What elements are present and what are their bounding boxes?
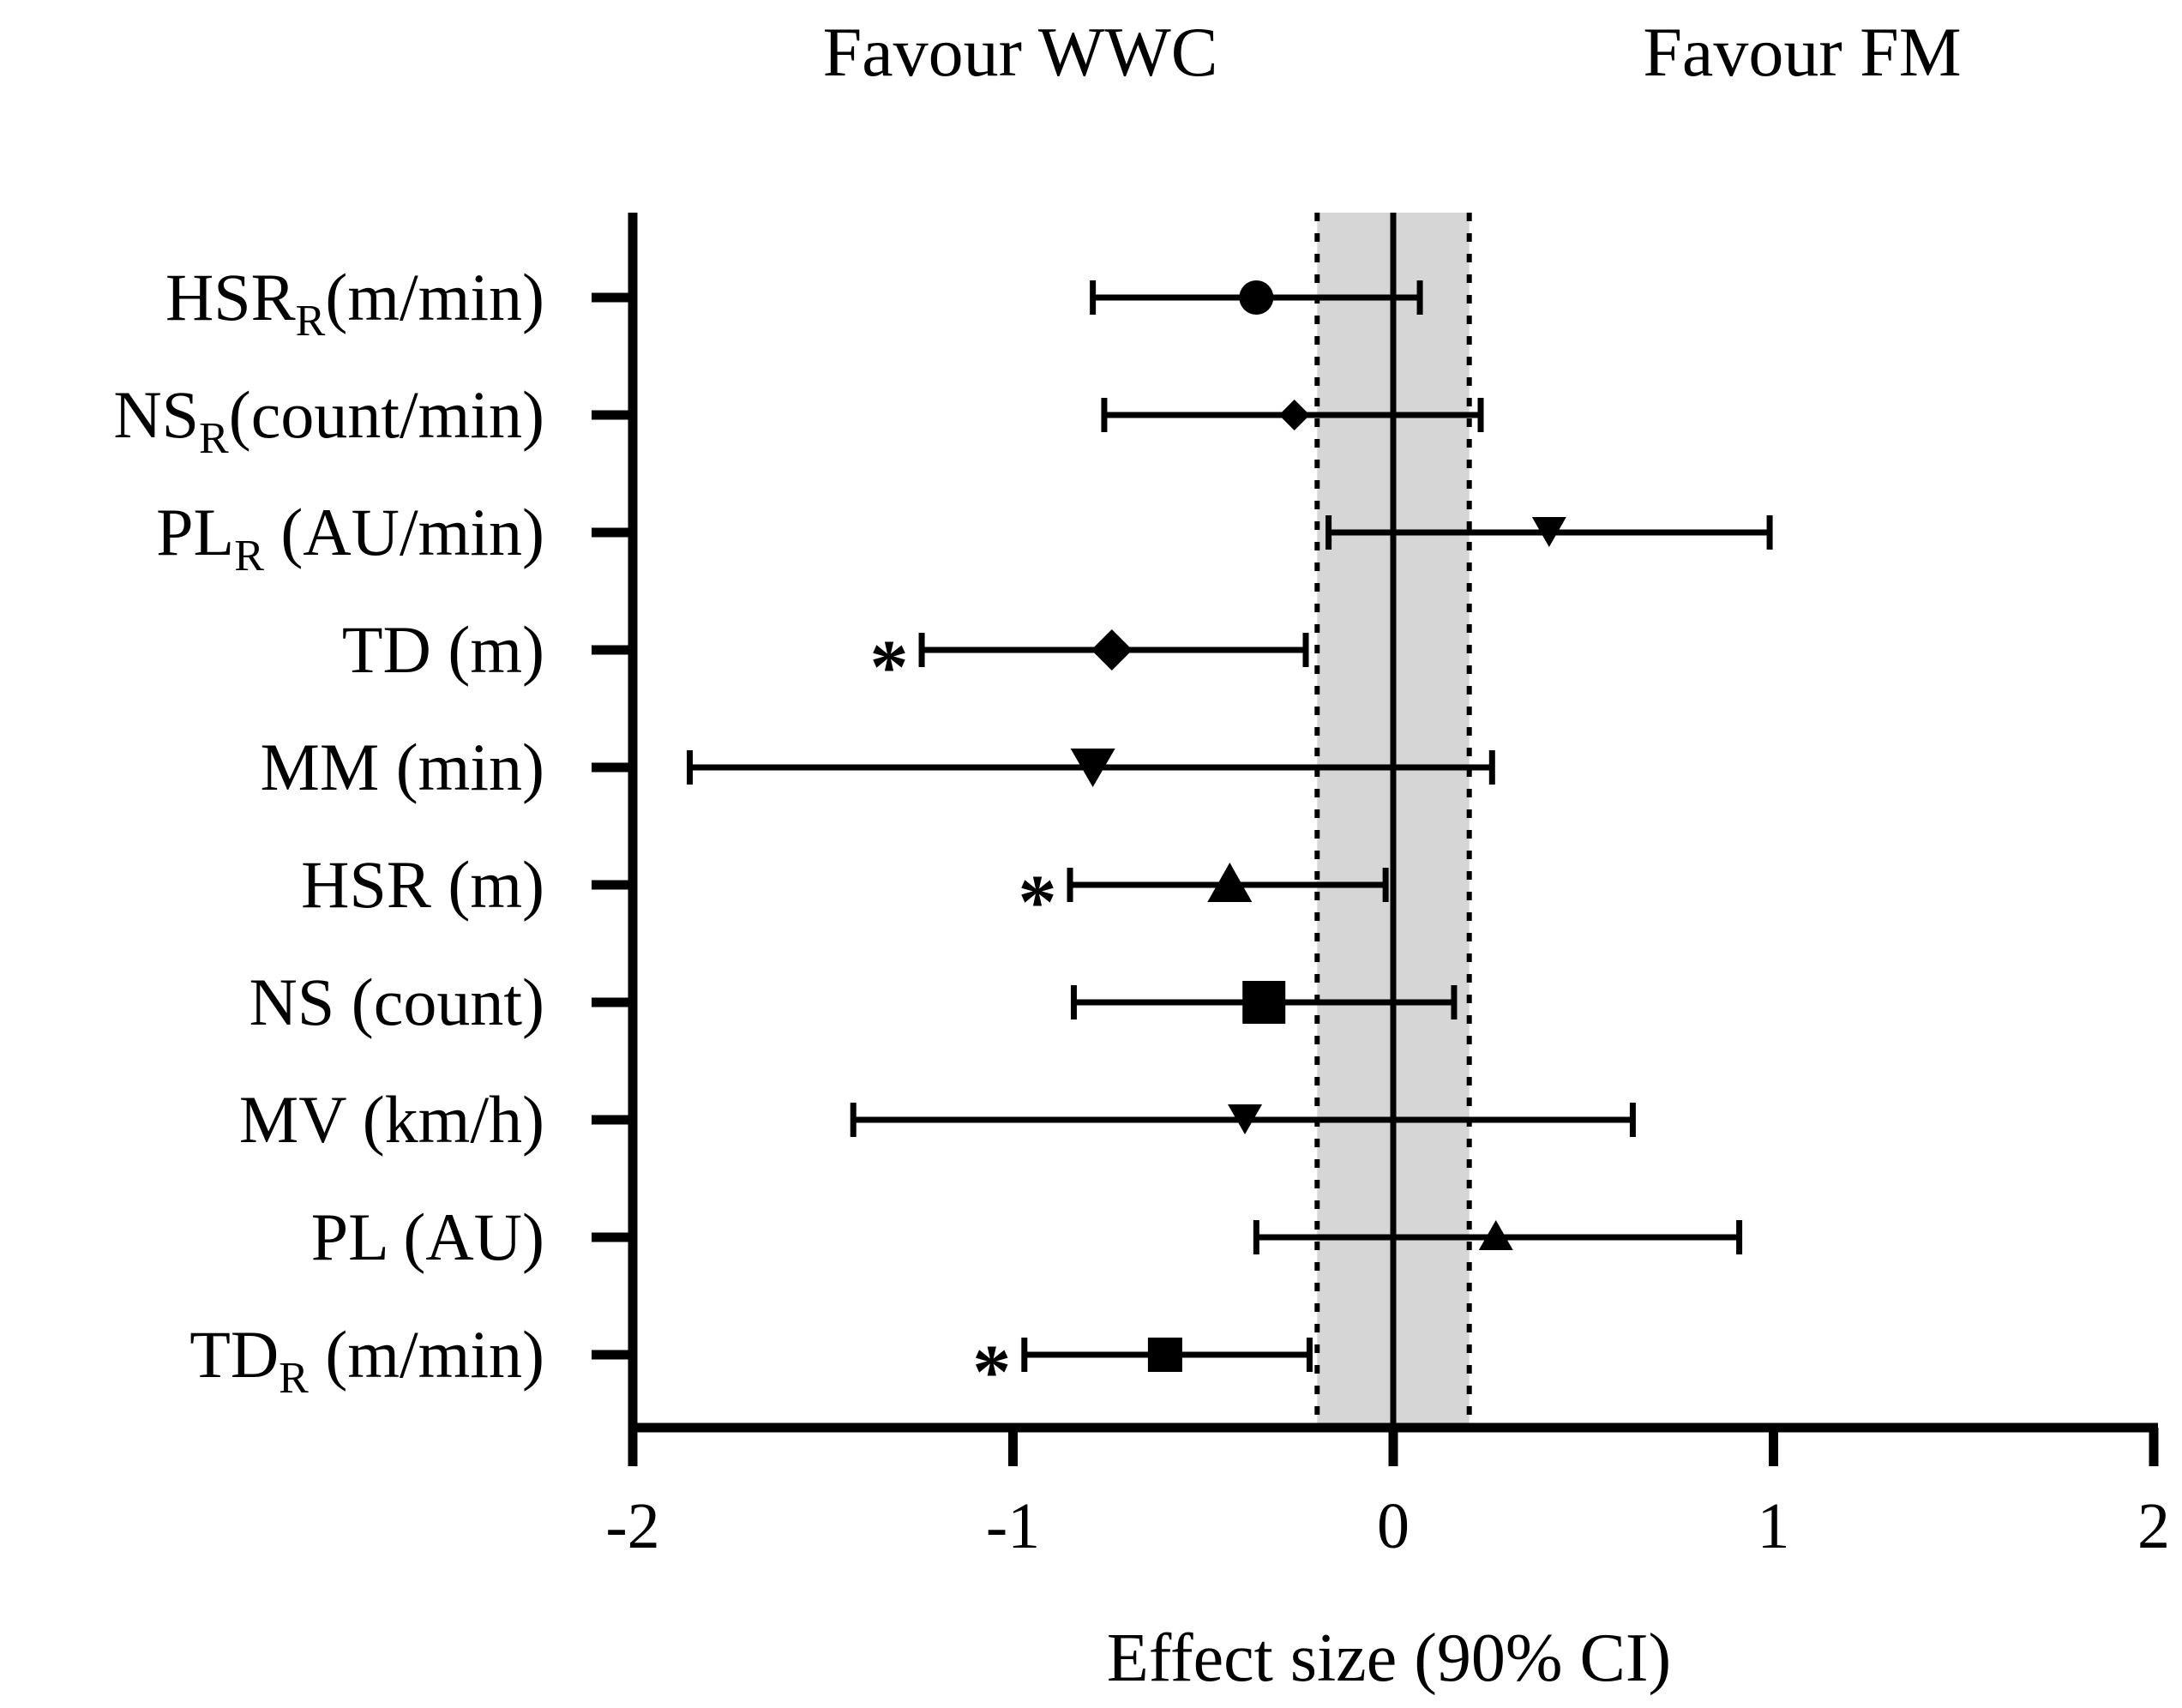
row-label-base-7: MV (km/h) [239,1082,544,1157]
row-9: TDR (m/min) * [189,1317,1313,1415]
point-estimate-5 [1207,863,1253,902]
point-estimate-2 [1531,517,1566,547]
header-favour-fm: Favour FM [1643,13,1961,91]
row-label-7: MV (km/h) [239,1082,544,1157]
point-estimate-4 [1070,749,1115,787]
row-7: MV (km/h) [239,1082,1636,1157]
row-1: NSR(count/min) [113,377,1484,463]
row-label-5: HSR (m) [301,847,544,922]
point-estimate-8 [1478,1220,1513,1250]
row-label-base-5: HSR (m) [301,847,544,922]
row-label-6: NS (count) [249,965,544,1039]
point-estimate-6 [1242,981,1286,1024]
point-estimate-3 [1091,629,1133,671]
row-label-sub-0: R [296,297,326,346]
row-label-2: PLR (AU/min) [156,495,544,580]
row-label-base-2: PL [156,495,234,569]
row-label-9: TDR (m/min) [189,1317,544,1403]
x-tick-label-3: 1 [1758,1490,1790,1562]
axis-layer: -2 -1 0 1 2 [605,213,2170,1562]
row-label-sub-2: R [234,532,264,580]
point-estimate-9 [1147,1338,1182,1372]
row-label-base-3: TD (m) [342,612,544,687]
significance-star-3: * [870,625,909,710]
row-label-sub-1: R [199,414,229,463]
row-0: HSRR(m/min) [165,260,1423,346]
point-estimate-1 [1278,400,1310,430]
row-label-base-8: PL (AU) [311,1200,544,1274]
row-label-4: MM (min) [261,730,545,804]
row-label-sub-9: R [279,1354,309,1403]
trivial-band-layer [1314,213,1472,1428]
text-layer: Favour WWC Favour FM Effect size (90% CI… [823,13,1962,1696]
x-axis-label: Effect size (90% CI) [1107,1621,1671,1696]
x-tick-label-1: -1 [986,1490,1040,1562]
x-tick-label-2: 0 [1377,1490,1410,1562]
row-2: PLR (AU/min) [156,495,1773,580]
row-label-base-0: HSR [165,260,296,334]
row-3: TD (m) * [342,612,1309,710]
row-label-base-1: NS [113,377,199,452]
point-estimate-7 [1228,1104,1263,1134]
row-label-0: HSRR(m/min) [165,260,544,346]
row-label-base-6: NS (count) [249,965,544,1039]
row-label-base-4: MM (min) [261,730,545,804]
row-6: NS (count) [249,965,1458,1039]
significance-star-9: * [972,1330,1011,1415]
row-5: HSR (m) * [301,847,1389,945]
row-label-suffix-0: (m/min) [325,260,544,334]
significance-star-5: * [1019,860,1057,945]
row-8: PL (AU) [311,1200,1743,1274]
row-label-3: TD (m) [342,612,544,687]
row-label-suffix-2: (AU/min) [264,495,544,569]
header-favour-wwc: Favour WWC [823,13,1218,91]
x-tick-label-4: 2 [2137,1490,2170,1562]
row-label-1: NSR(count/min) [113,377,544,463]
point-estimate-0 [1239,280,1274,315]
rows-layer: HSRR(m/min)NSR(count/min)PLR (AU/min)TD … [113,260,1773,1415]
row-label-base-9: TD [189,1317,279,1392]
row-4: MM (min) [261,730,1495,804]
x-tick-label-0: -2 [605,1490,659,1562]
row-label-suffix-9: (m/min) [309,1317,544,1392]
row-label-suffix-1: (count/min) [229,377,544,452]
row-label-8: PL (AU) [311,1200,544,1274]
